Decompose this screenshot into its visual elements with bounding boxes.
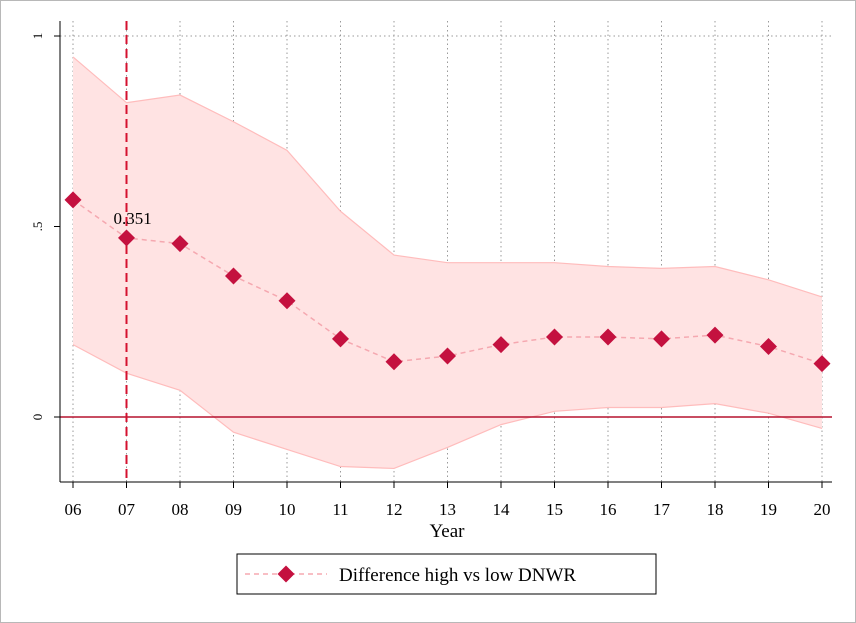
data-point bbox=[760, 338, 777, 356]
data-point bbox=[278, 292, 296, 310]
legend: Difference high vs low DNWR bbox=[236, 553, 657, 595]
data-point bbox=[171, 235, 189, 253]
annotation-label: 0.351 bbox=[114, 209, 152, 228]
data-point bbox=[332, 330, 349, 348]
y-tick-label: 1 bbox=[30, 33, 45, 40]
data-point bbox=[64, 191, 82, 209]
x-tick-label: 07 bbox=[118, 500, 136, 519]
data-point bbox=[599, 328, 617, 346]
data-point bbox=[492, 336, 510, 354]
x-tick-label: 09 bbox=[225, 500, 242, 519]
ci-upper-edge bbox=[72, 56, 823, 298]
x-tick-label: 16 bbox=[600, 500, 617, 519]
data-point bbox=[439, 347, 456, 365]
y-tick-label: .5 bbox=[30, 222, 45, 232]
data-point bbox=[813, 355, 831, 373]
data-point bbox=[706, 326, 724, 344]
legend-label: Difference high vs low DNWR bbox=[339, 565, 576, 586]
x-tick-label: 17 bbox=[653, 500, 671, 519]
x-tick-label: 19 bbox=[760, 500, 777, 519]
x-tick-label: 14 bbox=[493, 500, 511, 519]
x-tick-label: 12 bbox=[386, 500, 403, 519]
x-tick-label: 06 bbox=[65, 500, 82, 519]
data-point bbox=[225, 267, 242, 285]
x-tick-label: 15 bbox=[546, 500, 563, 519]
series bbox=[64, 191, 831, 373]
data-point bbox=[546, 328, 563, 346]
x-tick-label: 08 bbox=[172, 500, 189, 519]
axes: 06 07 08 09 10 11 12 13 14 15 16 17 18 19 20 0 .5 1 bbox=[30, 21, 832, 519]
legend-box bbox=[236, 553, 657, 595]
x-axis-title: Year bbox=[429, 521, 465, 542]
y-tick-label: 0 bbox=[30, 414, 45, 421]
x-tick-label: 20 bbox=[814, 500, 831, 519]
x-tick-label: 18 bbox=[707, 500, 724, 519]
confidence-band bbox=[72, 56, 823, 470]
x-tick-label: 13 bbox=[439, 500, 456, 519]
data-point bbox=[385, 353, 403, 371]
x-tick-label: 10 bbox=[279, 500, 296, 519]
data-point bbox=[653, 330, 670, 348]
legend-marker bbox=[277, 565, 295, 583]
x-tick-label: 11 bbox=[332, 500, 348, 519]
ci-lower-edge bbox=[72, 344, 823, 470]
data-point bbox=[118, 229, 135, 247]
